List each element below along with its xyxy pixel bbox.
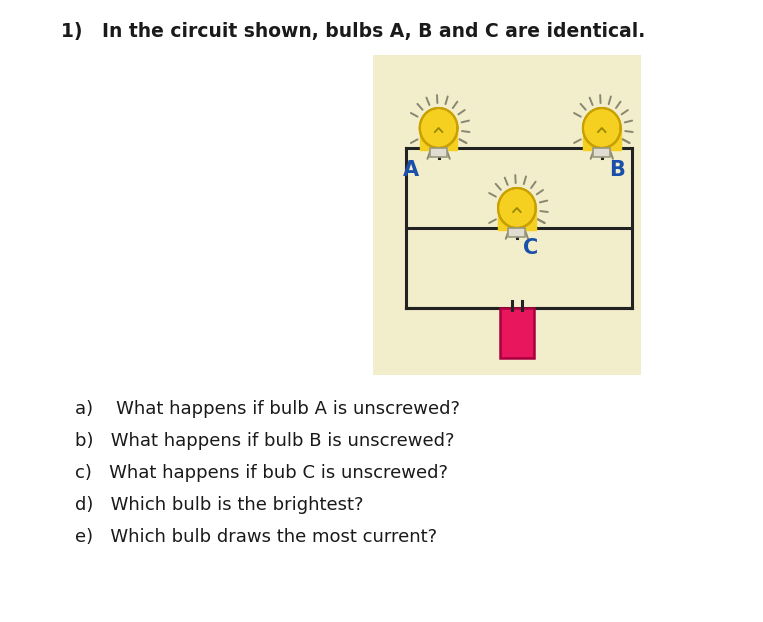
Text: c)   What happens if bub C is unscrewed?: c) What happens if bub C is unscrewed? [76,464,449,482]
Text: B: B [610,160,625,180]
Polygon shape [430,142,447,148]
Bar [372,55,642,375]
Polygon shape [583,128,620,150]
Polygon shape [509,222,525,228]
Text: e)   Which bulb draws the most current?: e) Which bulb draws the most current? [76,528,438,546]
Polygon shape [420,108,458,148]
Polygon shape [583,108,620,148]
Bar [430,148,447,157]
Text: 1)   In the circuit shown, bulbs A, B and C are identical.: 1) In the circuit shown, bulbs A, B and … [61,22,645,41]
Polygon shape [498,208,536,230]
Bar [594,148,610,157]
Text: A: A [403,160,419,180]
Text: C: C [523,238,538,258]
Bar [508,228,526,237]
Text: b)   What happens if bulb B is unscrewed?: b) What happens if bulb B is unscrewed? [76,432,455,450]
Polygon shape [420,128,458,150]
Bar [500,308,534,358]
Text: d)   Which bulb is the brightest?: d) Which bulb is the brightest? [76,496,364,514]
Polygon shape [594,142,610,148]
Text: a)    What happens if bulb A is unscrewed?: a) What happens if bulb A is unscrewed? [76,400,460,418]
Polygon shape [498,188,536,228]
